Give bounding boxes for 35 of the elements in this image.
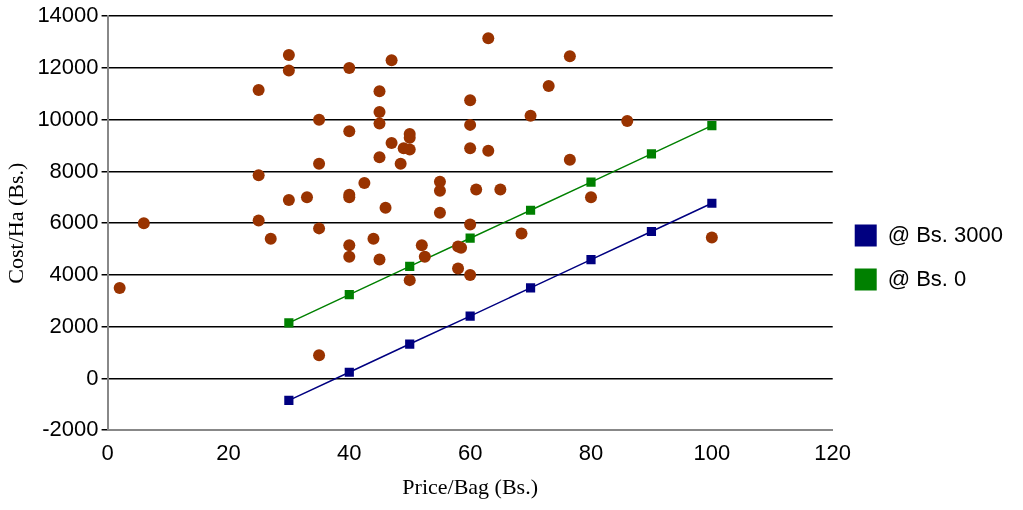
x-tick-label: 20 [216,440,241,466]
y-tick-label: 6000 [49,209,99,235]
y-tick-label: 4000 [49,261,99,287]
y-tick-label: 12000 [37,54,99,80]
x-tick-label: 60 [457,440,483,466]
point [525,283,536,293]
y-tick-label: 8000 [49,157,99,183]
point [707,121,717,131]
point [344,367,354,377]
legend-label: @ Bs. 3000 [887,221,1004,247]
point [465,311,475,321]
y-tick-label: 2000 [49,312,99,338]
x-tick-label: 100 [693,440,731,466]
point [525,205,536,215]
point [465,233,475,243]
y-tick-label: -2000 [42,416,99,442]
y-axis-title: Cost/Ha (Bs.) [2,162,28,284]
point [344,290,354,300]
point [646,149,657,159]
point [707,198,717,208]
point [405,261,415,272]
point [646,226,657,237]
point [586,255,596,265]
y-tick-label: 14000 [37,2,99,28]
point [405,339,415,349]
x-tick-label: 40 [337,440,362,466]
x-tick-label: 80 [578,440,604,466]
x-tick-label: 120 [814,440,852,466]
legend-label: @ Bs. 0 [887,265,967,291]
y-tick-label: 0 [86,364,99,390]
point [586,177,596,187]
point [284,318,294,328]
point [284,395,294,406]
y-tick-label: 10000 [37,105,99,131]
x-axis-title: Price/Bag (Bs.) [402,473,538,499]
